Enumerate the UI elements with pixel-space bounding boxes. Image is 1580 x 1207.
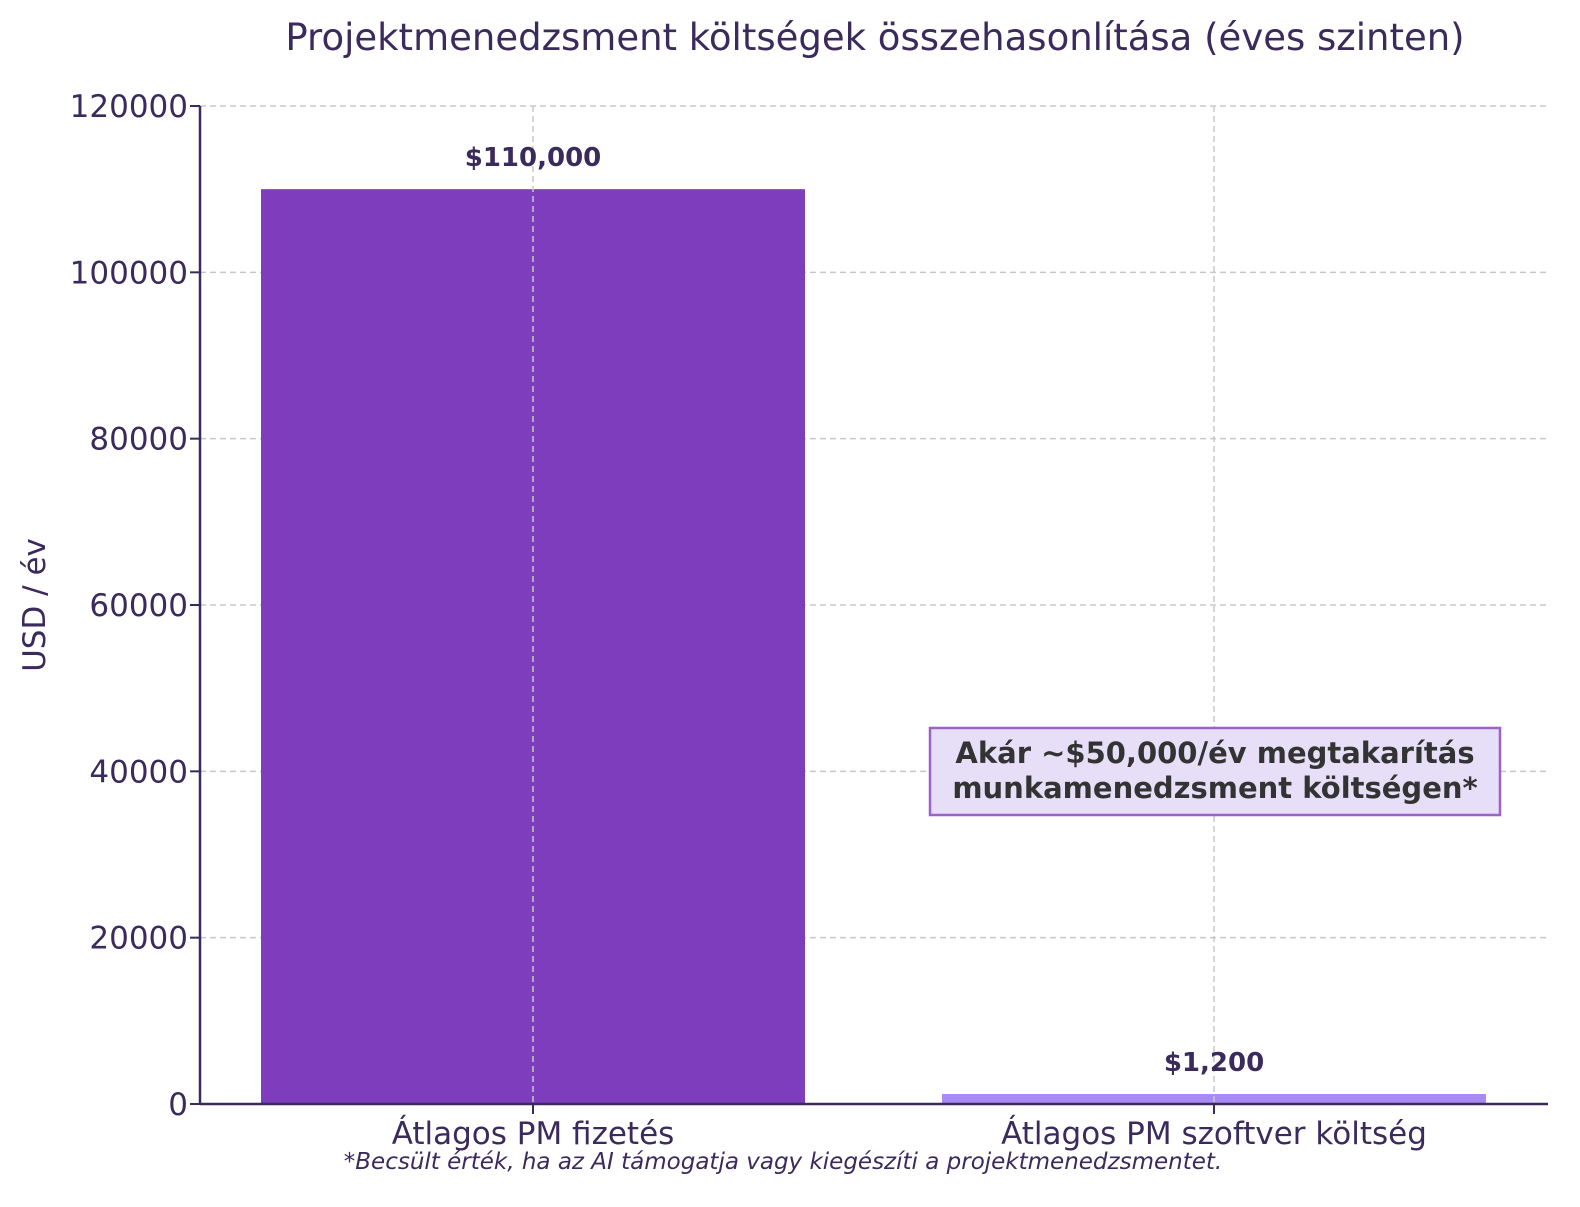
- x-tick-label: Átlagos PM fizetés: [392, 1116, 675, 1152]
- y-tick-label: 0: [168, 1087, 188, 1123]
- annotation-box: Akár ~$50,000/év megtakarítás munkamened…: [928, 726, 1502, 817]
- y-axis-label: USD / év: [17, 538, 53, 672]
- annotation-line-1: Akár ~$50,000/év megtakarítás: [955, 736, 1474, 770]
- chart-title: Projektmenedzsment költségek összehasonl…: [285, 16, 1464, 59]
- y-tick-label: 80000: [89, 422, 188, 458]
- y-tick-label: 120000: [70, 89, 188, 125]
- bar-value-label: $110,000: [465, 143, 602, 173]
- vertical-grid: [532, 106, 1215, 1104]
- labels: 0 20000 40000 60000 80000 100000 120000 $110,00…: [70, 89, 1427, 1152]
- annotation-line-2: munkamenedzsment költségen*: [952, 771, 1477, 805]
- y-tick-label: 20000: [89, 921, 188, 957]
- y-tick-label: 60000: [89, 588, 188, 624]
- bars: [261, 189, 1486, 1104]
- y-tick-label: 40000: [89, 754, 188, 790]
- annotation-background: [928, 726, 1502, 817]
- bar-value-label: $1,200: [1164, 1048, 1264, 1078]
- axes: [190, 105, 1548, 1114]
- x-tick-label: Átlagos PM szoftver költség: [1001, 1116, 1427, 1152]
- footnote: *Becsült érték, ha az AI támogatja vagy …: [344, 1149, 1222, 1175]
- y-tick-label: 100000: [70, 255, 188, 291]
